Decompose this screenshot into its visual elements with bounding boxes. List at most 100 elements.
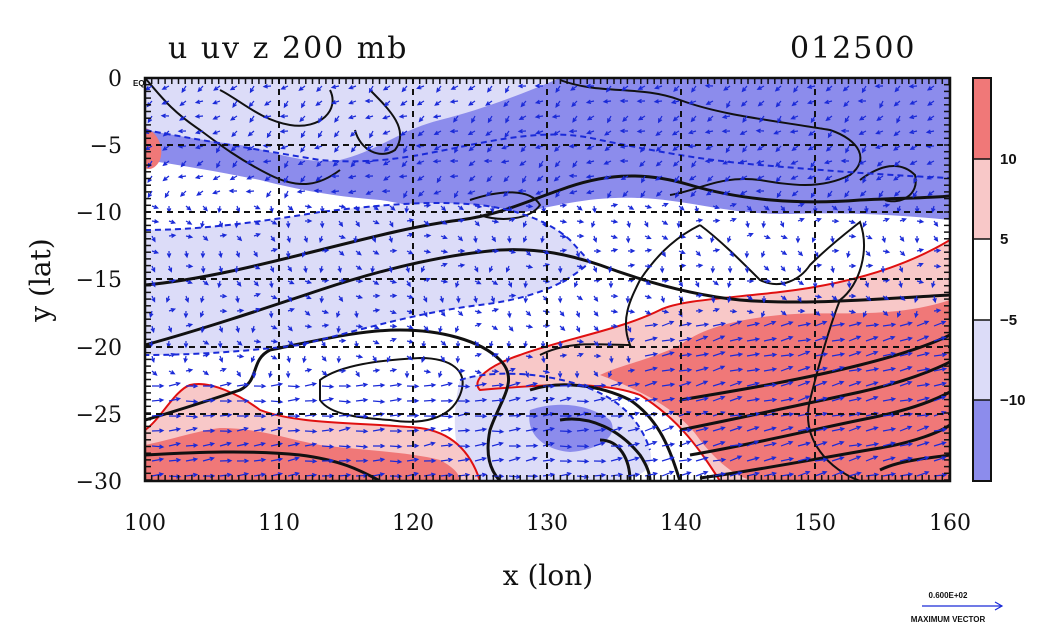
wind-vector-arrow [287,307,295,313]
wind-vector-arrow [168,441,182,447]
wind-vector-arrow [389,205,396,211]
wind-vector-arrow [162,145,170,151]
wind-vector-arrow [406,280,411,288]
wind-vector-arrow [729,380,743,387]
wind-vector-arrow [844,175,850,184]
wind-vector-arrow [916,219,925,224]
wind-vector-arrow [644,264,653,269]
wind-vector-arrow [202,205,208,212]
wind-vector-arrow [439,295,444,304]
wind-vector-arrow [197,85,204,93]
wind-vector-arrow [508,381,521,387]
wind-vector-arrow [746,367,761,373]
wind-vector-arrow [933,427,948,433]
wind-vector-arrow [382,115,391,120]
wind-vector-arrow [416,160,425,165]
wind-vector-arrow [831,427,846,432]
wind-vector-arrow [695,456,709,462]
wind-vector-arrow [763,265,770,271]
wind-vector-arrow [810,115,816,124]
wind-vector-arrow [899,397,914,403]
wind-vector-arrow [270,355,278,360]
wind-vector-arrow [756,175,765,180]
wind-vector-arrow [848,455,862,462]
wind-vector-arrow [253,441,267,447]
wind-vector-arrow [400,100,408,106]
wind-vector-arrow [746,352,761,357]
wind-vector-arrow [517,128,527,134]
wind-vector-arrow [485,130,493,136]
wind-vector-arrow [234,220,239,229]
wind-vector-arrow [746,426,760,432]
wind-vector-arrow [644,280,652,286]
wind-vector-arrow [372,340,380,345]
wind-vector-arrow [707,115,714,122]
wind-vector-arrow [350,145,357,153]
wind-vector-arrow [746,440,760,447]
wind-vector-arrow [780,472,795,477]
wind-vector-arrow [467,85,476,91]
wind-vector-arrow [468,100,476,106]
wind-vector-arrow [284,190,289,199]
wind-vector-arrow [216,160,221,169]
wind-vector-arrow [253,250,258,258]
wind-vector-arrow [712,321,727,327]
negative-contours [145,129,950,451]
wind-vector-arrow [746,381,760,387]
wind-vector-arrow [559,203,568,208]
wind-vector-arrow [576,233,585,239]
wind-vector-arrow [933,235,939,242]
vector-key-value: 0.600E+02 [929,591,968,600]
wind-vector-arrow [319,295,325,304]
wind-vector-arrow [253,220,261,226]
wind-vector-arrow [661,351,675,357]
wind-vector-arrow [217,340,223,349]
wind-vector-arrow [874,83,884,89]
colorbar-segment-weak-positive [973,159,991,239]
x-tick-130: 130 [526,511,568,536]
wind-vector-arrow [797,337,812,343]
wind-vector-arrow [661,320,675,327]
wind-vector-arrow [440,279,449,284]
wind-vector-arrow [695,352,710,357]
wind-vector-arrow [865,250,871,257]
wind-vector-arrow [644,440,658,447]
wind-vector-arrow [179,115,187,121]
wind-vector-arrow [695,396,709,402]
wind-vector-arrow [372,472,386,477]
wind-vector-arrow [423,369,432,374]
wind-vector-arrow [746,321,761,327]
wind-vector-arrow [457,235,464,242]
wind-vector-arrow [827,190,833,198]
wind-vector-arrow [151,428,165,433]
wind-vector-arrow [808,130,816,136]
wind-vector-arrow [303,235,308,244]
wind-vector-arrow [848,351,862,357]
wind-vector-arrow [627,205,635,210]
wind-vector-arrow [321,248,330,253]
wind-vector-arrow [432,159,442,164]
wind-vector-arrow [775,175,782,183]
wind-vector-arrow [655,130,663,137]
wind-vector-arrow [712,426,726,432]
x-tick-110: 110 [258,511,300,536]
wind-vector-arrow [160,113,170,119]
wind-vector-arrow [576,459,590,464]
wind-vector-arrow [200,265,206,274]
wind-vector-arrow [518,115,527,120]
wind-vector-arrow [355,458,369,464]
wind-vector-arrow [212,190,221,195]
wind-vector-arrow [212,100,221,105]
wind-vector-arrow [755,188,765,194]
wind-vector-arrow [457,457,471,463]
wind-vector-arrow [235,325,240,334]
wind-vector-arrow [150,325,155,334]
wind-vector-arrow [287,205,294,211]
wind-vector-arrow [916,425,930,432]
wind-vector-arrow [695,380,709,387]
wind-vector-arrow [304,458,318,464]
wind-vector-arrow [406,294,415,299]
wind-vector-arrow [355,370,360,378]
wind-vector-arrow [882,472,897,477]
wind-vector-arrow [814,294,823,299]
